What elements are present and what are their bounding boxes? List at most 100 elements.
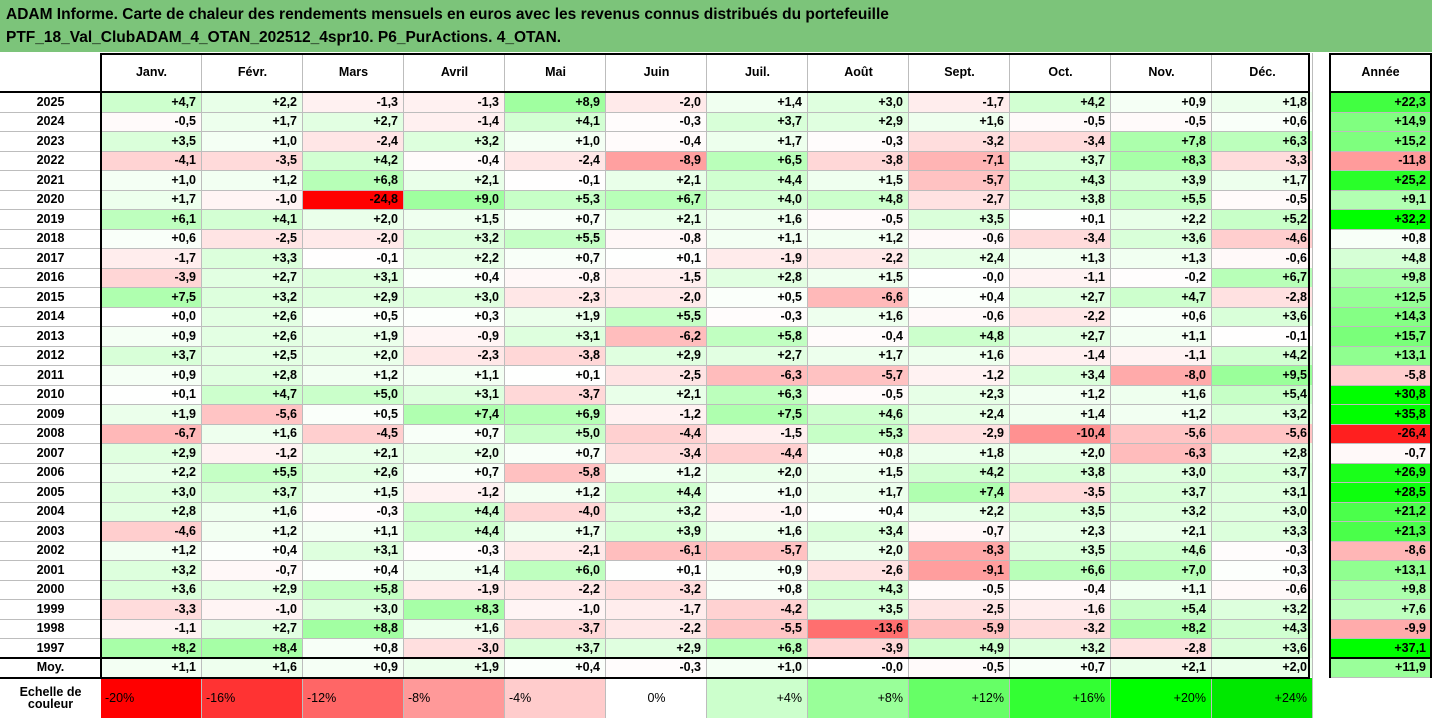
heatmap-cell: +1,6 [1111,384,1212,404]
heatmap-cell: +4,7 [1111,287,1212,307]
heatmap-cell: -2,1 [505,540,606,560]
heatmap-cell: -5,7 [808,365,909,385]
heatmap-cell: +1,6 [707,521,808,541]
heatmap-cell: +1,7 [202,111,303,131]
annual-cell: -8,6 [1329,540,1432,560]
heatmap-cell: +2,2 [202,92,303,112]
heatmap-cell: +1,2 [1010,384,1111,404]
annual-cell: +4,8 [1329,248,1432,268]
heatmap-cell: +5,3 [808,423,909,443]
heatmap-cell: +1,7 [1212,170,1313,190]
heatmap-cell: -3,3 [1212,150,1313,170]
annual-cell: +30,8 [1329,384,1432,404]
grid-line [908,53,909,718]
heatmap-cell: +2,4 [909,404,1010,424]
heatmap-cell: -2,2 [606,618,707,638]
heatmap-cell: +0,4 [404,267,505,287]
grid-line [1329,229,1432,230]
heatmap-cell: -3,7 [505,618,606,638]
average-cell: -0,3 [606,657,707,677]
heatmap-cell: +3,2 [606,501,707,521]
month-header: Avril [440,64,469,79]
grid-line [1329,443,1432,444]
heatmap-cell: +4,3 [1212,618,1313,638]
heatmap-cell: +8,2 [101,638,202,658]
annual-cell: +15,7 [1329,326,1432,346]
heatmap-cell: +2,6 [303,462,404,482]
heatmap-cell: +2,0 [707,462,808,482]
heatmap-cell: -0,4 [808,326,909,346]
heatmap-cell: -0,4 [404,150,505,170]
heatmap-cell: -0,7 [909,521,1010,541]
grid-line [0,248,1310,249]
heatmap-cell: -0,1 [505,170,606,190]
heatmap-cell: -8,9 [606,150,707,170]
heatmap-cell: -3,9 [808,638,909,658]
heatmap-cell: +1,0 [202,131,303,151]
grid-line [0,658,1310,659]
heatmap-cell: +0,1 [1010,209,1111,229]
grid-line [1329,619,1432,620]
heatmap-cell: +8,3 [404,599,505,619]
heatmap-cell: +0,3 [1212,560,1313,580]
heatmap-cell: +5,8 [707,326,808,346]
heatmap-cell: +1,7 [808,345,909,365]
heatmap-cell: +3,5 [1010,540,1111,560]
grid-line [0,209,1310,210]
grid-line [1329,287,1432,288]
heatmap-cell: +3,6 [101,579,202,599]
heatmap-cell: +7,0 [1111,560,1212,580]
grid-line [201,53,202,718]
heatmap-cell: -1,7 [909,92,1010,112]
border [0,656,1310,659]
heatmap-cell: +4,9 [909,638,1010,658]
heatmap-cell: +6,3 [1212,131,1313,151]
grid-line [1009,53,1010,718]
heatmap-cell: +3,4 [1010,365,1111,385]
heatmap-cell: +1,3 [1111,248,1212,268]
heatmap-cell: -1,4 [1010,345,1111,365]
heatmap-cell: +3,2 [404,131,505,151]
heatmap-cell: -6,1 [606,540,707,560]
border [1430,53,1432,678]
grid-line [1329,248,1432,249]
heatmap-cell: +0,4 [808,501,909,521]
heatmap-cell: -1,1 [1111,345,1212,365]
heatmap-cell: +7,4 [404,404,505,424]
heatmap-cell: +1,6 [707,209,808,229]
heatmap-cell: -1,2 [909,365,1010,385]
heatmap-cell: +2,6 [202,306,303,326]
grid-line [0,541,1310,542]
heatmap-cell: +1,4 [1010,404,1111,424]
heatmap-cell: +2,1 [606,170,707,190]
grid-line [0,580,1310,581]
annual-cell: -26,4 [1329,423,1432,443]
average-cell: -0,5 [909,657,1010,677]
year-label: 1997 [36,640,65,655]
heatmap-cell: +2,2 [909,501,1010,521]
heatmap-cell: +4,4 [404,521,505,541]
scale-label: Echelle de couleur [19,684,82,711]
year-label: 2002 [36,543,65,557]
heatmap-cell: +3,5 [808,599,909,619]
heatmap-cell: +1,1 [707,228,808,248]
heatmap-cell: +3,5 [1010,501,1111,521]
heatmap-cell: +3,8 [1010,189,1111,209]
grid-line [302,53,303,718]
heatmap-cell: -4,1 [101,150,202,170]
heatmap-cell: +1,6 [202,501,303,521]
grid-line [1329,170,1432,171]
heatmap-cell: +3,6 [1212,638,1313,658]
heatmap-cell: -2,0 [606,92,707,112]
heatmap-cell: -0,3 [404,540,505,560]
grid-line [1329,404,1432,405]
heatmap-cell: +0,3 [404,306,505,326]
heatmap-cell: +3,3 [1212,521,1313,541]
heatmap-cell: +5,5 [505,228,606,248]
heatmap-cell: +2,9 [303,287,404,307]
heatmap-cell: -3,7 [505,384,606,404]
heatmap-cell: +2,7 [202,267,303,287]
heatmap-cell: +2,9 [101,443,202,463]
annual-cell: +14,3 [1329,306,1432,326]
heatmap-cell: +4,3 [1010,170,1111,190]
